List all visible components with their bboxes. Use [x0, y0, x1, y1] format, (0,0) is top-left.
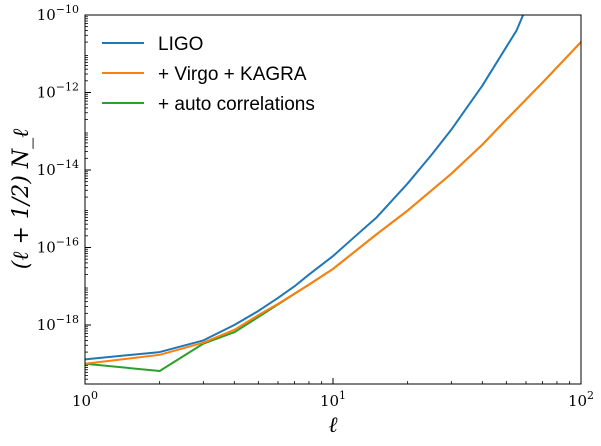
y-tick-label: 10−12 [37, 80, 79, 101]
x-tick-label: 100 [72, 389, 98, 410]
y-tick-label: 10−16 [37, 235, 79, 256]
y-tick-label: 10−10 [37, 3, 79, 24]
legend-label-2: + Virgo + KAGRA [158, 64, 307, 85]
x-tick-label: 101 [320, 389, 346, 410]
legend-label-3: + auto correlations [158, 94, 315, 115]
plot-frame [84, 14, 582, 385]
series-line-1 [85, 15, 525, 361]
y-tick-label: 10−18 [37, 313, 79, 334]
plot-area [85, 15, 581, 384]
y-tick-label: 10−14 [37, 158, 79, 179]
series-line-2 [85, 41, 581, 365]
x-axis-label: ℓ [328, 413, 338, 438]
legend-label-1: LIGO [158, 34, 203, 55]
x-tick-label: 102 [568, 389, 594, 410]
legend: LIGO + Virgo + KAGRA + auto correlations [102, 34, 315, 115]
y-axis-label: (ℓ + 1/2) N_ℓ [9, 128, 34, 269]
series-layer [85, 15, 581, 372]
